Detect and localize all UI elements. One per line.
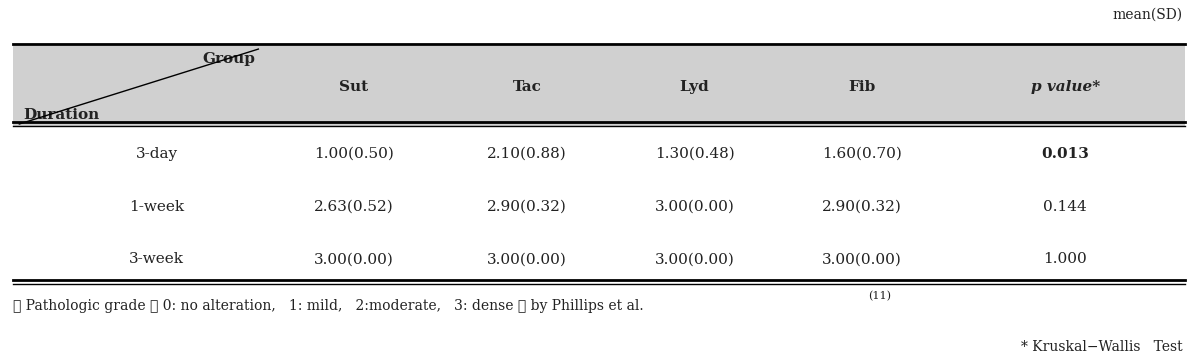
Text: 1.00(0.50): 1.00(0.50): [314, 147, 394, 161]
Text: 1.60(0.70): 1.60(0.70): [822, 147, 902, 161]
Text: Sut: Sut: [339, 79, 369, 94]
Text: 1.000: 1.000: [1043, 252, 1087, 266]
Text: 0.144: 0.144: [1043, 200, 1087, 214]
Text: 0.013: 0.013: [1041, 147, 1089, 161]
Text: 2.90(0.32): 2.90(0.32): [822, 200, 902, 214]
Text: p value*: p value*: [1030, 79, 1100, 94]
Text: 3.00(0.00): 3.00(0.00): [654, 200, 734, 214]
Text: (11): (11): [867, 291, 891, 301]
Text: * Kruskal−Wallis   Test: * Kruskal−Wallis Test: [1021, 340, 1182, 354]
Bar: [13, 46, 1185, 127]
Text: 2.63(0.52): 2.63(0.52): [314, 200, 394, 214]
Text: 1.30(0.48): 1.30(0.48): [655, 147, 734, 161]
Text: 3-week: 3-week: [129, 252, 184, 266]
Text: Group: Group: [202, 52, 255, 67]
Text: Fib: Fib: [848, 79, 876, 94]
Text: ※ Pathologic grade （ 0: no alteration,   1: mild,   2:moderate,   3: dense ） by : ※ Pathologic grade （ 0: no alteration, 1…: [13, 299, 645, 313]
Text: 2.90(0.32): 2.90(0.32): [488, 200, 567, 214]
Text: mean(SD): mean(SD): [1112, 8, 1182, 22]
Text: Lyd: Lyd: [679, 79, 709, 94]
Text: 2.10(0.88): 2.10(0.88): [488, 147, 567, 161]
Text: 3.00(0.00): 3.00(0.00): [654, 252, 734, 266]
Text: 3-day: 3-day: [135, 147, 177, 161]
Text: 3.00(0.00): 3.00(0.00): [314, 252, 394, 266]
Text: 3.00(0.00): 3.00(0.00): [822, 252, 902, 266]
Text: Tac: Tac: [513, 79, 541, 94]
Text: 1-week: 1-week: [129, 200, 184, 214]
Text: 3.00(0.00): 3.00(0.00): [488, 252, 567, 266]
Text: Duration: Duration: [23, 108, 99, 122]
